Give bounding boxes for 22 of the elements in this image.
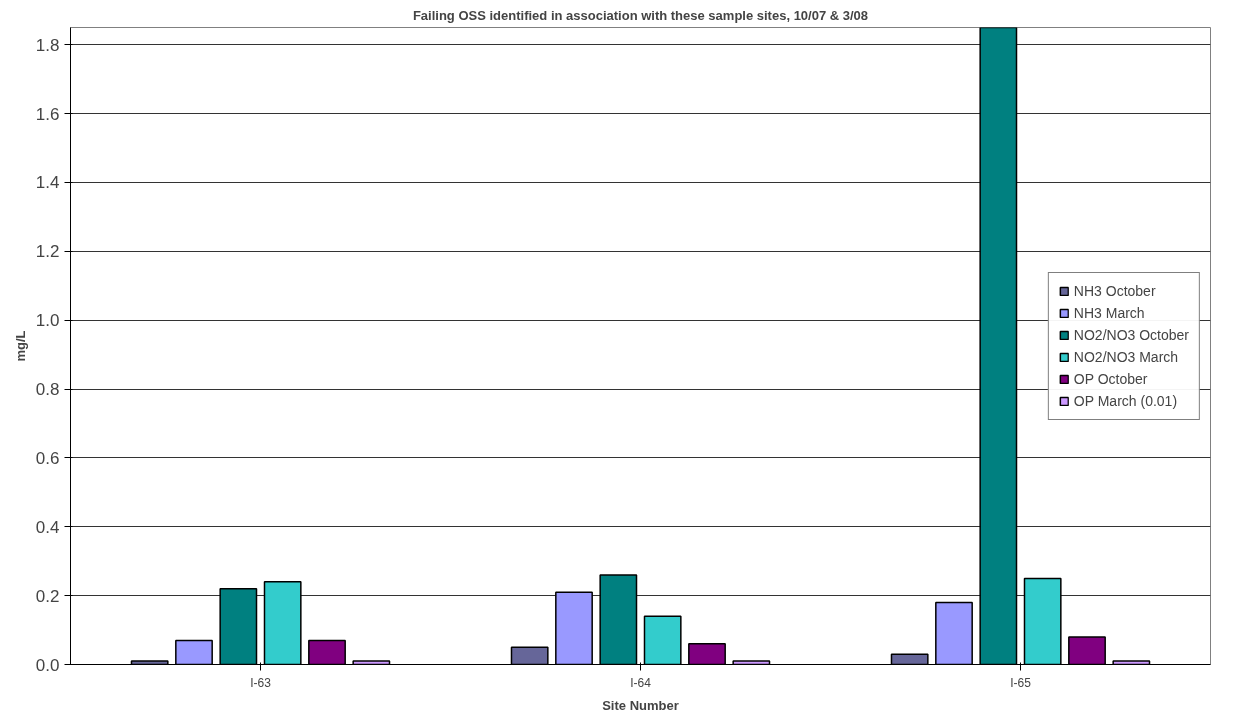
legend-label: NH3 October (1073, 282, 1156, 299)
legend-label: NO2/NO3 March (1073, 348, 1179, 365)
x-tick-label: I-65 (1010, 675, 1032, 690)
legend-label: OP March (0.01) (1073, 392, 1178, 409)
y-tick-label: 0.6 (35, 448, 60, 468)
x-tick-label: I-63 (250, 675, 272, 690)
y-tick-label: 0.8 (35, 380, 60, 400)
legend-label: OP October (1073, 370, 1148, 387)
x-tick-label: I-64 (630, 675, 652, 690)
legend-label: NO2/NO3 October (1073, 326, 1189, 343)
x-axis-title: Site Number (602, 697, 679, 713)
y-tick-label: 1.0 (35, 311, 60, 331)
chart-title: Failing OSS identified in association with these sample sites, 10/07 & 3/08 (412, 7, 869, 23)
y-tick-label: 0.0 (35, 655, 60, 675)
y-tick-label: 1.2 (35, 242, 60, 262)
y-tick-label: 1.4 (35, 173, 60, 193)
y-axis-title: mg/L (12, 330, 28, 362)
y-tick-label: 1.8 (35, 35, 60, 55)
y-tick-label: 0.4 (35, 517, 60, 537)
y-tick-label: 1.6 (35, 104, 60, 124)
legend-label: NH3 March (1073, 304, 1145, 321)
y-tick-label: 0.2 (35, 586, 60, 606)
